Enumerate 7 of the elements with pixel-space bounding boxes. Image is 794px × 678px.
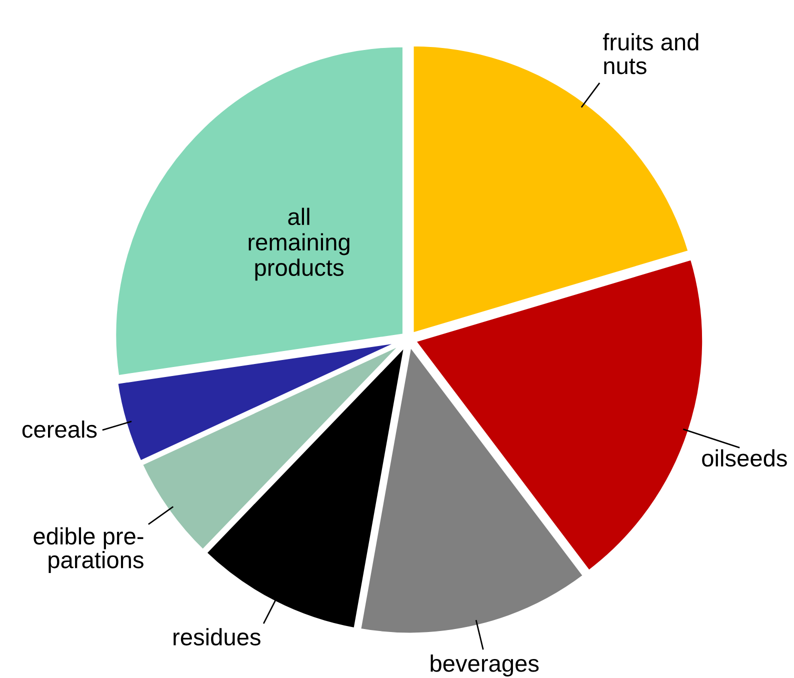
slice-label: edible pre- parations — [34, 527, 144, 573]
slice-label: residues — [174, 628, 260, 646]
slice-label: all remaining products — [248, 208, 350, 281]
slice-label: fruits and nuts — [602, 33, 698, 74]
slice-label: oilseeds — [702, 449, 787, 467]
slice-label: beverages — [430, 654, 539, 677]
slice-label: cereals — [22, 420, 97, 438]
